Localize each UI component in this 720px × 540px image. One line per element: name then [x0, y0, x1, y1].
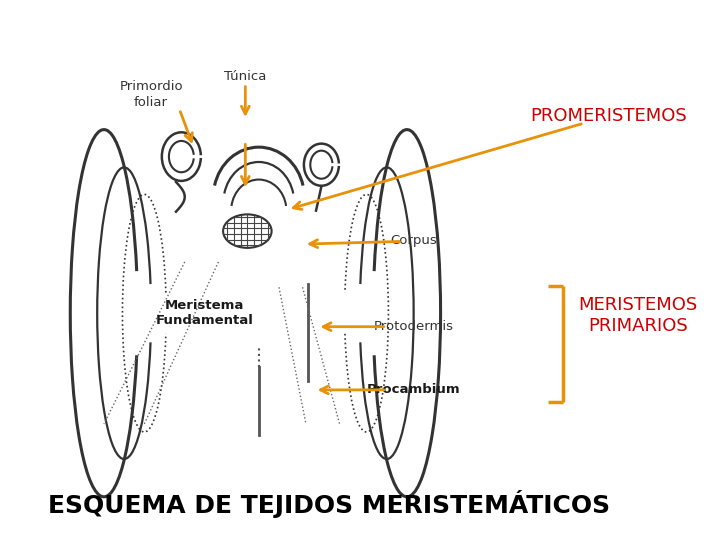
Text: Corpus: Corpus [390, 234, 437, 247]
Text: Procambium: Procambium [366, 383, 461, 396]
Text: PROMERISTEMOS: PROMERISTEMOS [531, 107, 688, 125]
Text: Protodermis: Protodermis [374, 320, 454, 333]
Text: ESQUEMA DE TEJIDOS MERISTEMÁTICOS: ESQUEMA DE TEJIDOS MERISTEMÁTICOS [48, 490, 611, 518]
Text: Túnica: Túnica [224, 70, 266, 83]
Text: Meristema
Fundamental: Meristema Fundamental [156, 299, 254, 327]
Text: Primordio
foliar: Primordio foliar [120, 80, 183, 109]
Text: MERISTEMOS
PRIMARIOS: MERISTEMOS PRIMARIOS [578, 296, 698, 335]
